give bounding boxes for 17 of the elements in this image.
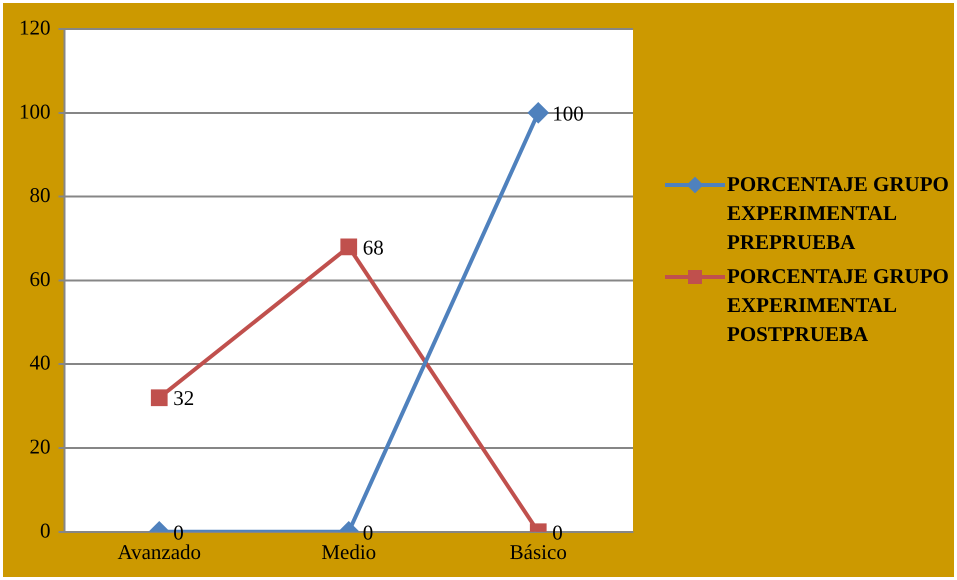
y-tick-label: 120 <box>19 16 50 40</box>
x-tick-label: Básico <box>510 540 567 564</box>
x-tick-label: Avanzado <box>117 540 202 564</box>
legend-label: PORCENTAJE GRUPO EXPERIMENTAL POSTPRUEBA <box>727 263 950 348</box>
y-tick-label: 60 <box>30 266 50 291</box>
data-label: 32 <box>173 386 194 410</box>
y-tick-label: 40 <box>30 350 50 375</box>
point <box>340 238 358 256</box>
legend-label: PORCENTAJE GRUPO EXPERIMENTAL PREPRUEBA <box>727 171 950 256</box>
y-tick-label: 80 <box>30 183 50 208</box>
data-label: 100 <box>552 101 584 126</box>
y-tick-label: 20 <box>30 434 50 459</box>
point <box>528 102 548 123</box>
x-tick-label: Medio <box>321 540 376 564</box>
y-tick-label: 0 <box>40 518 50 542</box>
y-tick-label: 100 <box>19 99 50 124</box>
data-label: 68 <box>362 235 384 260</box>
